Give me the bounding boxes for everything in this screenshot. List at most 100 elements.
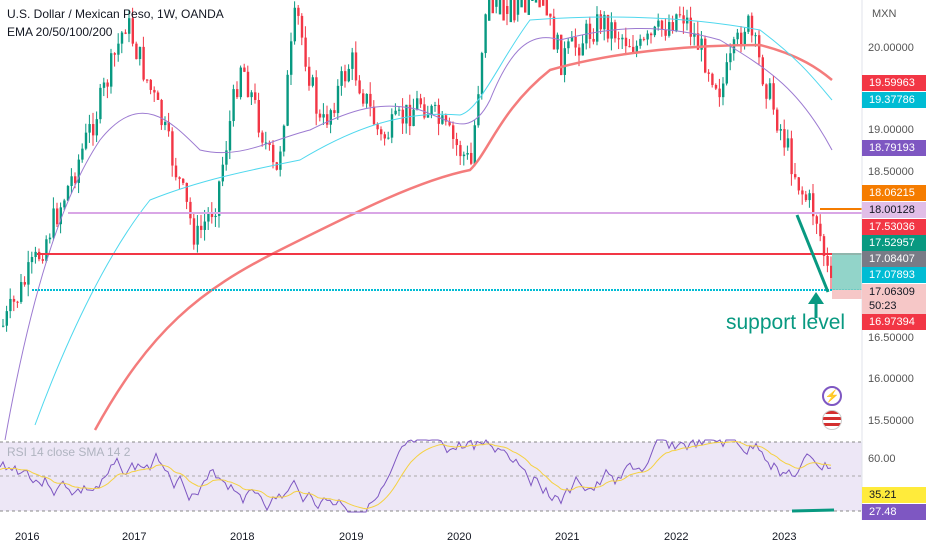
- candle-body: [77, 159, 80, 183]
- last-price-tag: 17.06309: [862, 284, 926, 300]
- candle-body: [473, 125, 476, 164]
- candle-body: [509, 0, 512, 23]
- candle-body: [272, 144, 275, 163]
- candle-body: [282, 125, 286, 152]
- candle-body: [750, 15, 754, 36]
- price-tick: 19.00000: [868, 124, 914, 136]
- x-tick: 2019: [339, 531, 364, 543]
- candle-body: [239, 67, 242, 98]
- candle-body: [592, 38, 595, 42]
- candle-body: [520, 0, 523, 8]
- candle-body: [84, 132, 88, 149]
- candle-body: [218, 181, 221, 216]
- candle-body: [563, 48, 566, 75]
- candle-body: [426, 114, 430, 118]
- x-tick: 2020: [447, 531, 472, 543]
- candle-body: [660, 20, 664, 30]
- candle-body: [9, 298, 12, 312]
- candle-body: [459, 145, 462, 157]
- rsi-value-tag: 27.48: [862, 504, 926, 520]
- candle-body: [56, 208, 59, 225]
- ema-50-price-tag: 18.79193: [862, 140, 926, 156]
- candle-body: [30, 257, 34, 263]
- candle-body: [333, 110, 336, 114]
- candle-body: [311, 77, 314, 86]
- candle-body: [405, 104, 408, 124]
- candle-body: [354, 52, 358, 81]
- candle-body: [138, 46, 142, 60]
- candle-body: [257, 99, 260, 133]
- candle-body: [560, 34, 563, 75]
- candle-body: [383, 134, 386, 139]
- candle-body: [182, 178, 185, 183]
- candle-body: [293, 7, 296, 42]
- support-level-annotation[interactable]: support level: [726, 311, 846, 334]
- symbol-title[interactable]: U.S. Dollar / Mexican Peso, 1W, OANDA: [7, 7, 224, 21]
- lightning-icon[interactable]: ⚡: [822, 386, 842, 406]
- candle-body: [149, 79, 152, 90]
- candle-body: [117, 43, 120, 55]
- loss-box: [832, 290, 862, 299]
- candle-body: [401, 109, 404, 124]
- candle-body: [344, 71, 347, 82]
- candle-body: [297, 7, 300, 16]
- x-tick: 2018: [230, 531, 255, 543]
- candle-body: [671, 22, 674, 31]
- ema-50-line: [4, 28, 833, 441]
- candle-body: [329, 110, 332, 125]
- candle-body: [747, 15, 750, 32]
- candle-body: [358, 80, 361, 94]
- candle-body: [765, 84, 768, 99]
- candle-body: [768, 83, 772, 99]
- candle-body: [740, 32, 743, 47]
- candle-body: [700, 38, 703, 50]
- candle-body: [412, 109, 415, 127]
- candle-body: [41, 259, 44, 261]
- countdown-tag: 50:23: [862, 298, 926, 314]
- ema-indicator-label[interactable]: EMA 20/50/100/200: [7, 25, 113, 39]
- arrow-head: [808, 292, 824, 304]
- candle-body: [387, 137, 390, 139]
- candle-body: [549, 13, 552, 17]
- candle-body: [203, 221, 206, 230]
- candle-body: [66, 185, 70, 201]
- candle-body: [812, 193, 815, 217]
- green-price-tag: 17.52957: [862, 235, 926, 251]
- candle-body: [192, 218, 196, 245]
- candle-body: [585, 23, 588, 44]
- candle-body: [124, 32, 127, 34]
- candle-body: [567, 41, 570, 49]
- candle-body: [369, 93, 372, 107]
- candle-body: [318, 113, 322, 118]
- candle-body: [221, 164, 224, 182]
- candle-body: [228, 121, 232, 151]
- candle-body: [408, 104, 412, 127]
- rsi-tick: 60.00: [868, 453, 896, 465]
- candle-body: [88, 124, 91, 133]
- candle-body: [20, 282, 23, 302]
- candle-body: [264, 142, 268, 144]
- candle-body: [455, 138, 458, 146]
- candle-body: [365, 93, 368, 104]
- x-tick: 2016: [15, 531, 40, 543]
- candle-body: [290, 41, 293, 75]
- candle-body: [729, 53, 732, 63]
- trend-line: [795, 214, 830, 293]
- candle-body: [736, 32, 739, 40]
- us-flag-icon[interactable]: [822, 410, 842, 430]
- rsi-indicator-label[interactable]: RSI 14 close SMA 14 2: [7, 445, 131, 459]
- candle-body: [675, 14, 678, 31]
- ema-200-line: [93, 43, 833, 431]
- candle-body: [153, 89, 156, 93]
- candle-body: [81, 148, 84, 160]
- candle-body: [16, 301, 19, 303]
- candle-body: [34, 251, 37, 258]
- candle-body: [340, 71, 343, 86]
- candle-body: [178, 177, 181, 179]
- candle-body: [135, 43, 138, 60]
- candle-body: [797, 177, 800, 191]
- position-box[interactable]: [832, 253, 862, 290]
- candle-body: [207, 213, 210, 222]
- candle-body: [128, 18, 131, 34]
